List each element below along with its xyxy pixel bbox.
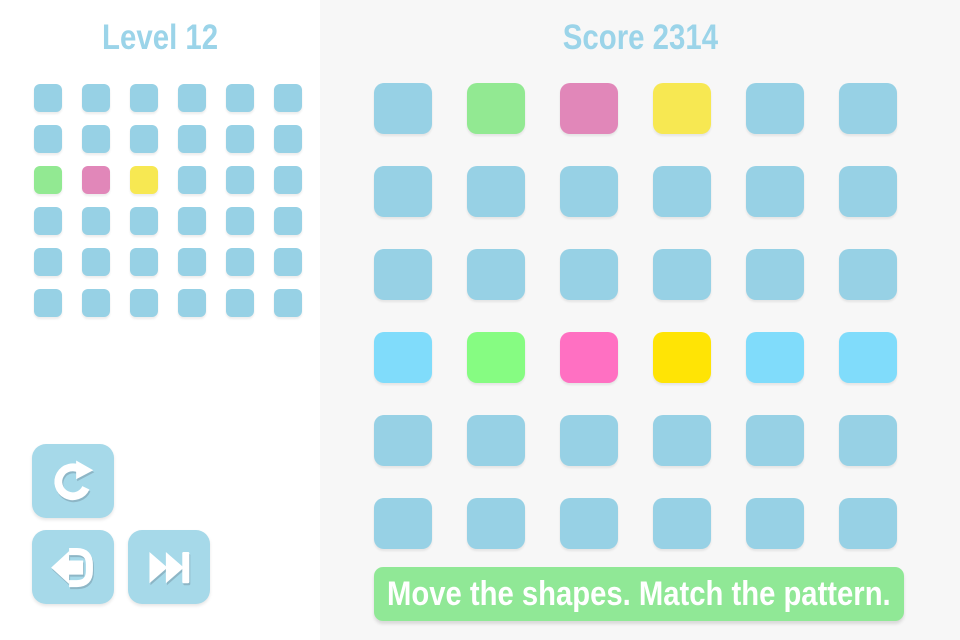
board-tile-r1c4[interactable] [653, 83, 711, 134]
pattern-grid [34, 84, 302, 317]
pattern-tile-r1c4 [178, 84, 206, 112]
board-tile-r6c4[interactable] [653, 498, 711, 549]
pattern-tile-r4c2 [82, 207, 110, 235]
board-tile-r6c1[interactable] [374, 498, 432, 549]
board-tile-r4c4[interactable] [653, 332, 711, 383]
pattern-tile-r1c2 [82, 84, 110, 112]
pattern-tile-r6c1 [34, 289, 62, 317]
pattern-tile-r2c3 [130, 125, 158, 153]
level-title: Level 12 [0, 18, 320, 58]
level-title-text: Level 12 [101, 18, 219, 57]
board-tile-r5c2[interactable] [467, 415, 525, 466]
board-tile-r1c2[interactable] [467, 83, 525, 134]
pattern-tile-r5c4 [178, 248, 206, 276]
restart-button[interactable] [32, 444, 114, 518]
board-tile-r4c1[interactable] [374, 332, 432, 383]
board-tile-r2c2[interactable] [467, 166, 525, 217]
board-tile-r4c6[interactable] [839, 332, 897, 383]
board-tile-r6c2[interactable] [467, 498, 525, 549]
board-tile-r5c3[interactable] [560, 415, 618, 466]
instruction-banner: Move the shapes. Match the pattern. [374, 567, 904, 621]
pattern-tile-r2c4 [178, 125, 206, 153]
pattern-tile-r1c1 [34, 84, 62, 112]
board-tile-r1c6[interactable] [839, 83, 897, 134]
board-tile-r2c6[interactable] [839, 166, 897, 217]
board-tile-r2c1[interactable] [374, 166, 432, 217]
pattern-tile-r3c2 [82, 166, 110, 194]
board-tile-r5c5[interactable] [746, 415, 804, 466]
board-tile-r5c4[interactable] [653, 415, 711, 466]
pattern-tile-r1c6 [274, 84, 302, 112]
board-tile-r6c3[interactable] [560, 498, 618, 549]
board-tile-r4c5[interactable] [746, 332, 804, 383]
pattern-tile-r6c3 [130, 289, 158, 317]
exit-button[interactable] [32, 530, 114, 604]
pattern-tile-r5c5 [226, 248, 254, 276]
board-grid [374, 83, 897, 549]
pattern-tile-r4c1 [34, 207, 62, 235]
instruction-text: Move the shapes. Match the pattern. [387, 574, 891, 613]
board-tile-r2c5[interactable] [746, 166, 804, 217]
board-tile-r1c1[interactable] [374, 83, 432, 134]
board-tile-r6c6[interactable] [839, 498, 897, 549]
board-tile-r6c5[interactable] [746, 498, 804, 549]
board-panel: Score 2314 Move the shapes. Match the pa… [320, 0, 960, 640]
pattern-panel: Level 12 [0, 0, 320, 640]
board-tile-r3c3[interactable] [560, 249, 618, 300]
board-tile-r5c1[interactable] [374, 415, 432, 466]
pattern-tile-r4c6 [274, 207, 302, 235]
pattern-tile-r6c4 [178, 289, 206, 317]
pattern-tile-r5c1 [34, 248, 62, 276]
pattern-tile-r6c6 [274, 289, 302, 317]
board-tile-r2c4[interactable] [653, 166, 711, 217]
board-tile-r4c2[interactable] [467, 332, 525, 383]
board-tile-r4c3[interactable] [560, 332, 618, 383]
board-tile-r3c2[interactable] [467, 249, 525, 300]
pattern-tile-r2c5 [226, 125, 254, 153]
pattern-tile-r2c1 [34, 125, 62, 153]
board-tile-r3c1[interactable] [374, 249, 432, 300]
board-tile-r3c4[interactable] [653, 249, 711, 300]
pattern-tile-r1c3 [130, 84, 158, 112]
pattern-tile-r3c4 [178, 166, 206, 194]
pattern-tile-r5c2 [82, 248, 110, 276]
board-tile-r1c3[interactable] [560, 83, 618, 134]
pattern-tile-r2c6 [274, 125, 302, 153]
board-tile-r2c3[interactable] [560, 166, 618, 217]
pattern-tile-r4c4 [178, 207, 206, 235]
pattern-tile-r1c5 [226, 84, 254, 112]
pattern-tile-r2c2 [82, 125, 110, 153]
restart-icon [48, 455, 98, 508]
skip-forward-icon [144, 541, 194, 594]
board-tile-r1c5[interactable] [746, 83, 804, 134]
score-title: Score 2314 [320, 18, 960, 58]
pattern-tile-r3c5 [226, 166, 254, 194]
pattern-tile-r6c2 [82, 289, 110, 317]
board-tile-r3c5[interactable] [746, 249, 804, 300]
score-title-text: Score 2314 [562, 18, 718, 57]
board-tile-r3c6[interactable] [839, 249, 897, 300]
skip-button[interactable] [128, 530, 210, 604]
pattern-tile-r3c1 [34, 166, 62, 194]
pattern-tile-r4c5 [226, 207, 254, 235]
pattern-tile-r4c3 [130, 207, 158, 235]
pattern-tile-r5c6 [274, 248, 302, 276]
board-tile-r5c6[interactable] [839, 415, 897, 466]
pattern-tile-r6c5 [226, 289, 254, 317]
pattern-tile-r3c3 [130, 166, 158, 194]
exit-arrow-icon [48, 541, 98, 594]
pattern-tile-r5c3 [130, 248, 158, 276]
pattern-tile-r3c6 [274, 166, 302, 194]
